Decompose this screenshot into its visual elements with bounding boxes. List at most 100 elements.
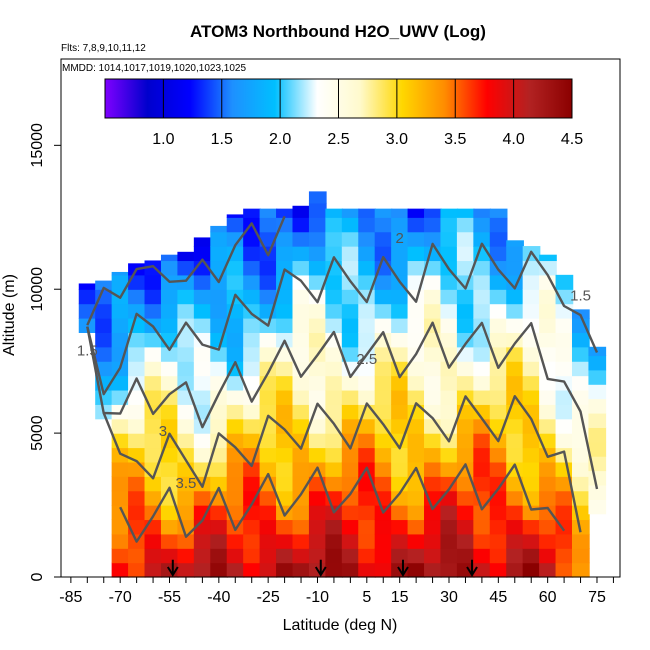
heatmap-cell	[276, 303, 294, 319]
heatmap-cell	[210, 418, 228, 434]
heatmap-cell	[358, 375, 376, 391]
heatmap-cell	[424, 361, 442, 377]
heatmap-cell	[308, 231, 327, 247]
heatmap-cell	[374, 318, 393, 333]
heatmap-cell	[555, 274, 574, 290]
heatmap-cell	[555, 433, 574, 449]
heatmap-cell	[177, 562, 196, 578]
heatmap-cell	[193, 562, 212, 578]
heatmap-cell	[193, 237, 212, 247]
heatmap-cell	[407, 389, 426, 405]
heatmap-cell	[341, 289, 360, 305]
heatmap-cell	[160, 346, 179, 362]
heatmap-cell	[292, 217, 311, 233]
heatmap-cell	[292, 260, 311, 276]
heatmap-cell	[243, 461, 261, 477]
heatmap-cell	[440, 208, 459, 218]
heatmap-cell	[456, 260, 475, 276]
heatmap-cell	[226, 332, 245, 348]
heatmap-cell	[391, 447, 409, 463]
heatmap-cell	[407, 533, 426, 549]
heatmap-cell	[325, 461, 344, 477]
heatmap-cell	[210, 533, 228, 549]
x-tick-label: 45	[489, 589, 507, 606]
heatmap-cell	[522, 476, 541, 492]
heatmap-cell	[193, 274, 212, 290]
heatmap-cell	[341, 303, 360, 319]
heatmap-cell	[276, 231, 294, 247]
heatmap-cell	[292, 303, 311, 319]
heatmap-cell	[489, 490, 508, 506]
heatmap-cell	[193, 375, 212, 391]
heatmap-cell	[259, 447, 278, 463]
heatmap-cell	[308, 533, 327, 549]
heatmap-cell	[177, 548, 196, 564]
heatmap-cell	[555, 505, 574, 521]
heatmap-cell	[144, 447, 163, 463]
heatmap-cell	[424, 289, 442, 305]
heatmap-cell	[193, 303, 212, 319]
heatmap-cell	[243, 260, 261, 276]
heatmap-cell	[440, 289, 459, 305]
heatmap-cell	[456, 246, 475, 262]
heatmap-cell	[539, 289, 557, 305]
heatmap-cell	[358, 289, 376, 305]
heatmap-cell	[341, 231, 360, 247]
heatmap-cell	[424, 433, 442, 449]
heatmap-cell	[308, 389, 327, 405]
heatmap-cell	[276, 476, 294, 492]
heatmap-cell	[276, 389, 294, 405]
heatmap-cell	[226, 490, 245, 506]
heatmap-cell	[506, 433, 524, 449]
x-tick-label: -25	[257, 589, 280, 606]
heatmap-cell	[539, 303, 557, 319]
heatmap-cell	[341, 490, 360, 506]
heatmap-cell	[539, 461, 557, 477]
heatmap-cell	[243, 476, 261, 492]
heatmap-cell	[506, 490, 524, 506]
heatmap-cell	[325, 289, 344, 305]
heatmap-cell	[539, 533, 557, 549]
heatmap-cell	[391, 404, 409, 420]
heatmap-cell	[177, 476, 196, 492]
heatmap-cell	[407, 418, 426, 434]
contour-label: 1.5	[570, 288, 591, 305]
heatmap-cell	[571, 332, 590, 348]
heatmap-cell	[391, 389, 409, 405]
heatmap-cell	[407, 447, 426, 463]
heatmap-cell	[571, 490, 590, 506]
heatmap-cell	[226, 346, 245, 362]
heatmap-cell	[308, 332, 327, 348]
heatmap-cell	[325, 548, 344, 564]
heatmap-cell	[555, 361, 574, 377]
heatmap-cell	[111, 533, 130, 549]
heatmap-cell	[407, 433, 426, 449]
y-axis: 0 5000 10000 15000	[29, 123, 61, 581]
heatmap-cell	[160, 318, 179, 333]
heatmap-cell	[391, 318, 409, 333]
heatmap-cell	[391, 375, 409, 391]
heatmap-cell	[391, 332, 409, 348]
heatmap-cell	[308, 433, 327, 449]
heatmap-cell	[473, 418, 492, 434]
heatmap-cell	[522, 375, 541, 391]
heatmap-cell	[226, 476, 245, 492]
heatmap-cell	[226, 231, 245, 247]
heatmap-cells	[78, 191, 607, 578]
heatmap-cell	[424, 389, 442, 405]
heatmap-cell	[160, 375, 179, 391]
heatmap-cell	[292, 289, 311, 305]
heatmap-cell	[111, 461, 130, 477]
heatmap-cell	[95, 318, 113, 333]
heatmap-cell	[539, 389, 557, 405]
heatmap-cell	[489, 461, 508, 477]
heatmap-cell	[193, 433, 212, 449]
heatmap-cell	[473, 346, 492, 362]
profile-arrow	[466, 559, 478, 577]
y-tick-label: 5000	[29, 415, 46, 451]
heatmap-cell	[292, 318, 311, 333]
heatmap-cell	[571, 447, 590, 463]
heatmap-cell	[308, 260, 327, 276]
heatmap-cell	[308, 418, 327, 434]
heatmap-cell	[292, 533, 311, 549]
